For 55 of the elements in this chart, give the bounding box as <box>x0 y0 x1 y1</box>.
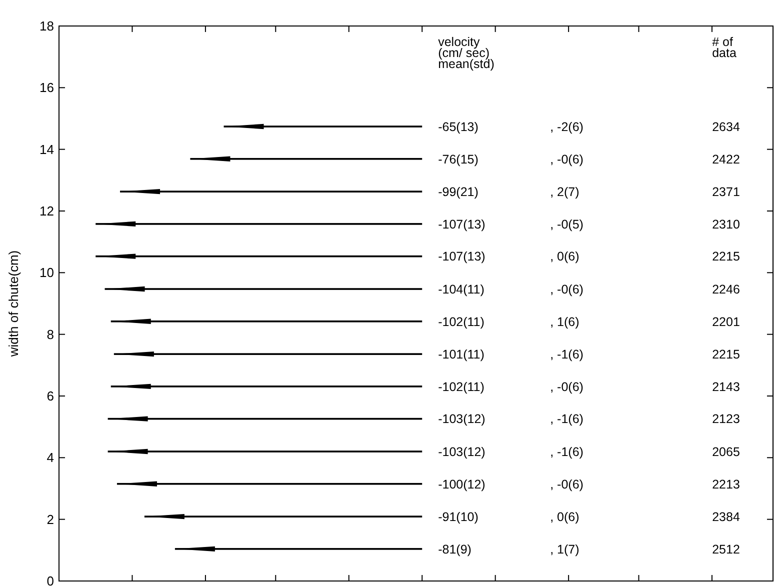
y-axis-title: width of chute(cm) <box>6 250 21 358</box>
y-tick-label: 18 <box>40 18 54 34</box>
y-tick-label: 8 <box>46 326 54 342</box>
annotation: 2143 <box>712 380 740 394</box>
annotation: velocity (cm/ sec) mean(std) <box>438 35 494 71</box>
y-tick-label: 4 <box>46 450 54 466</box>
annotation: , 0(6) <box>550 510 580 524</box>
annotation: , 0(6) <box>550 250 580 264</box>
y-tick-label: 16 <box>40 80 54 96</box>
annotation: 2246 <box>712 282 740 296</box>
annotation: , -0(5) <box>550 217 584 232</box>
annotation: 2371 <box>712 184 740 199</box>
data-label: -107(13) <box>438 250 486 264</box>
annotation: , 1(7) <box>550 542 580 556</box>
data-label: -107(13) <box>438 217 486 232</box>
annotation: 2065 <box>712 444 740 459</box>
annotation: 2215 <box>712 250 740 264</box>
data-label: -102(11) <box>438 380 484 394</box>
annotation: 2310 <box>712 217 740 232</box>
annotation: 2422 <box>712 152 740 166</box>
y-tick-label: 0 <box>46 574 54 586</box>
annotation: 2512 <box>712 542 740 556</box>
y-tick-label: 6 <box>46 388 54 404</box>
data-label: -103(12) <box>438 444 486 459</box>
annotation: # of data <box>712 35 736 60</box>
annotation: 2123 <box>712 412 740 426</box>
annotation: 2215 <box>712 347 740 362</box>
annotation: , -0(6) <box>550 152 584 166</box>
annotation: , -1(6) <box>550 347 584 362</box>
annotation: 2634 <box>712 120 740 134</box>
data-label: -81(9) <box>438 542 472 556</box>
annotation: , 1(6) <box>550 314 580 329</box>
annotation: 2201 <box>712 314 740 329</box>
annotation: , -1(6) <box>550 412 584 426</box>
y-tick-label: 2 <box>46 512 54 527</box>
annotation: 2213 <box>712 477 740 492</box>
data-label: -102(11) <box>438 314 484 329</box>
annotation: , -0(6) <box>550 282 584 296</box>
annotation: 2384 <box>712 510 740 524</box>
data-label: -65(13) <box>438 120 478 134</box>
data-label: -99(21) <box>438 184 478 199</box>
annotation: , -2(6) <box>550 120 584 134</box>
annotation: , -0(6) <box>550 380 584 394</box>
data-label: -91(10) <box>438 510 478 524</box>
data-label: -100(12) <box>438 477 486 492</box>
annotation: , -0(6) <box>550 477 584 492</box>
data-label: -76(15) <box>438 152 478 166</box>
data-label: -104(11) <box>438 282 484 296</box>
y-tick-label: 12 <box>40 204 54 219</box>
data-label: -103(12) <box>438 412 486 426</box>
y-tick-label: 14 <box>40 142 54 157</box>
annotation: , 2(7) <box>550 184 580 199</box>
data-label: -101(11) <box>438 347 484 362</box>
annotation: , -1(6) <box>550 444 584 459</box>
y-tick-label: 10 <box>40 265 54 280</box>
